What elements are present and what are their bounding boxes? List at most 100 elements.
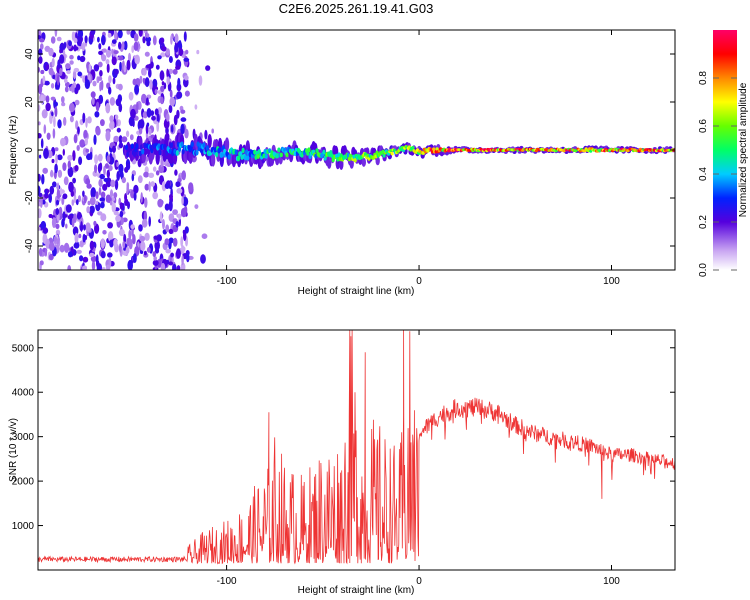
snr-panel: -100 0 100 1000 2000 3000 4000 5000 Height of s… xyxy=(8,329,676,596)
spectrogram-noise-cell xyxy=(144,51,150,57)
spectrogram-noise-cell xyxy=(54,106,58,118)
spectrogram-noise-cell xyxy=(170,124,174,133)
spectrogram-noise-cell xyxy=(97,61,103,68)
snr-xtick-label: 0 xyxy=(416,576,422,587)
spectrogram-noise-cell xyxy=(62,211,66,222)
spectrogram-noise-cell xyxy=(45,95,50,103)
spectrogram-noise-cell xyxy=(89,205,95,214)
spectrogram-ylabel: Frequency (Hz) xyxy=(8,116,19,185)
spectrogram-noise-cell xyxy=(40,94,45,105)
spectrogram-noise-cell xyxy=(100,238,106,249)
spectrogram-ridge-cell xyxy=(430,150,435,154)
spectrogram-noise-cell xyxy=(90,255,97,262)
spectrogram-noise-cell xyxy=(200,254,206,264)
spectrogram-noise-cell xyxy=(57,119,62,129)
spectrogram-noise-cell xyxy=(111,39,117,44)
spectrogram-ytick-label: 0 xyxy=(24,147,35,153)
spectrogram-ytick-label: 20 xyxy=(24,96,35,108)
spectrogram-noise-cell xyxy=(152,259,159,266)
spectrogram-noise-cell xyxy=(121,177,127,184)
spectrogram-noise-cell xyxy=(143,30,147,33)
spectrogram-noise-cell xyxy=(94,223,100,234)
spectrogram-noise-cell xyxy=(84,35,88,44)
spectrogram-ridge-cell xyxy=(588,147,592,151)
spectrogram-noise-cell xyxy=(114,179,119,191)
spectrogram-noise-cell xyxy=(152,251,157,258)
spectrogram-ridge-cell xyxy=(415,148,420,152)
spectrogram-noise-cell xyxy=(166,68,169,78)
spectrogram-ridge-cell xyxy=(218,147,222,153)
spectrogram-noise-cell xyxy=(76,249,82,254)
spectrogram-noise-cell xyxy=(184,90,190,97)
spectrogram-noise-cell xyxy=(59,67,63,77)
spectrogram-noise-cell xyxy=(102,230,107,235)
spectrogram-noise-cell xyxy=(38,83,43,95)
spectrogram-ridge-cell xyxy=(314,153,318,159)
spectrogram-noise-cell xyxy=(62,116,67,126)
spectrogram-noise-cell xyxy=(59,187,63,196)
spectrogram-noise-cell xyxy=(71,31,75,41)
spectrogram-noise-cell xyxy=(118,243,122,253)
spectrogram-noise-cell xyxy=(94,111,100,118)
spectrogram-noise-cell xyxy=(142,36,146,44)
spectrogram-noise-cell xyxy=(139,235,146,242)
spectrogram-noise-cell xyxy=(67,215,73,220)
spectrogram-noise-cell xyxy=(65,223,68,229)
spectrogram-marks xyxy=(38,30,675,270)
spectrogram-noise-cell xyxy=(43,124,47,134)
spectrogram-noise-cell xyxy=(178,47,184,57)
spectrogram-noise-cell xyxy=(160,96,164,105)
spectrogram-noise-cell xyxy=(70,84,75,93)
spectrogram-noise-cell xyxy=(75,199,79,206)
spectrogram-noise-cell xyxy=(50,169,54,177)
spectrogram-noise-cell xyxy=(101,54,107,62)
spectrogram-noise-cell xyxy=(62,148,65,156)
spectrogram-ridge-cell xyxy=(322,149,326,155)
spectrogram-noise-cell xyxy=(45,64,50,70)
spectrogram-noise-cell xyxy=(43,148,49,159)
spectrogram-noise-cell xyxy=(59,244,65,253)
figure-title: C2E6.2025.261.19.41.G03 xyxy=(279,1,434,16)
spectrogram-noise-cell xyxy=(48,67,54,76)
spectrogram-noise-cell xyxy=(181,196,184,206)
spectrogram-noise-cell xyxy=(147,63,153,70)
spectrogram-noise-cell xyxy=(82,256,89,263)
spectrogram-noise-cell xyxy=(185,49,189,55)
spectrogram-noise-cell xyxy=(100,201,105,209)
spectrogram-noise-cell xyxy=(149,79,153,90)
spectrogram-noise-cell xyxy=(109,120,115,130)
spectrogram-noise-cell xyxy=(205,65,211,71)
spectrogram-ridge-cell xyxy=(366,153,370,158)
colorbar: 0.0 0.2 0.4 0.6 0.8 Normalized spectral ampl… xyxy=(698,30,749,277)
spectrogram-noise-cell xyxy=(128,52,131,63)
spectrogram-noise-cell xyxy=(140,241,146,252)
spectrogram-ridge-cell xyxy=(285,152,289,158)
spectrogram-noise-cell xyxy=(112,145,116,153)
spectrogram-noise-cell xyxy=(153,256,157,261)
spectrogram-noise-cell xyxy=(113,135,120,143)
spectrogram-noise-cell xyxy=(58,206,63,217)
spectrogram-noise-cell xyxy=(102,48,107,53)
spectrogram-ridge-cell xyxy=(241,147,245,154)
spectrogram-noise-cell xyxy=(77,71,82,77)
spectrogram-ridge-cell xyxy=(435,147,439,151)
spectrogram-noise-cell xyxy=(38,247,43,257)
spectrogram-noise-cell xyxy=(89,196,96,206)
snr-ytick-label: 3000 xyxy=(12,432,35,443)
spectrogram-noise-cell xyxy=(165,48,170,56)
spectrogram-noise-cell xyxy=(155,170,160,176)
spectrogram-ridge-cell xyxy=(263,149,267,154)
spectrogram-noise-cell xyxy=(174,169,178,176)
spectrogram-ridge-cell xyxy=(277,147,281,153)
spectrogram-noise-cell xyxy=(150,181,155,187)
spectrogram-noise-cell xyxy=(116,170,120,181)
spectrogram-noise-cell xyxy=(154,240,160,251)
spectrogram-noise-cell xyxy=(91,97,95,105)
spectrogram-noise-cell xyxy=(180,117,187,122)
spectrogram-noise-cell xyxy=(54,163,58,174)
spectrogram-noise-cell xyxy=(180,109,186,114)
spectrogram-noise-cell xyxy=(180,123,185,135)
spectrogram-noise-cell xyxy=(90,187,97,198)
spectrogram-noise-cell xyxy=(154,108,159,116)
